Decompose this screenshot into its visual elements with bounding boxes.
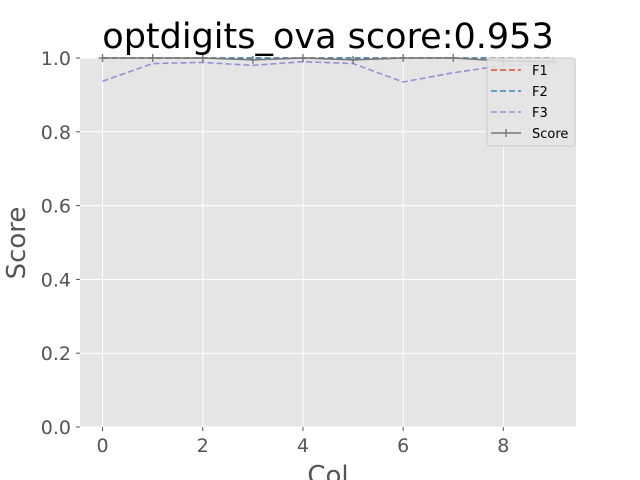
series-line-f3 bbox=[102, 60, 554, 83]
x-tick-label: 2 bbox=[197, 435, 209, 457]
y-tick-label: 0.8 bbox=[41, 122, 71, 144]
legend-box bbox=[486, 57, 576, 147]
legend-label-f3: F3 bbox=[532, 106, 548, 121]
x-tick-label: 0 bbox=[96, 435, 108, 457]
legend: F1 F2 F3 Score bbox=[486, 57, 576, 147]
ticks: 0 2 4 6 8 0.0 0.2 0.4 0.6 0.8 1.0 bbox=[41, 48, 510, 457]
x-tick-label: 8 bbox=[497, 435, 509, 457]
series-point-score bbox=[399, 54, 408, 62]
chart-title: optdigits_ova score:0.953 bbox=[102, 17, 553, 57]
series-point-score bbox=[248, 55, 257, 64]
y-tick-label: 0.2 bbox=[41, 343, 71, 365]
y-axis-label: Score bbox=[2, 207, 32, 280]
series-point-score bbox=[349, 55, 358, 64]
series-point-score bbox=[98, 54, 107, 62]
series-point-score bbox=[298, 54, 307, 62]
x-axis-label: Col bbox=[307, 461, 348, 480]
series-point-score bbox=[148, 54, 157, 62]
legend-label-f1: F1 bbox=[532, 64, 548, 79]
x-tick-label: 4 bbox=[297, 435, 309, 457]
series-point-score bbox=[198, 54, 207, 62]
y-tick-label: 0.4 bbox=[41, 269, 71, 291]
y-tick-label: 1.0 bbox=[41, 48, 71, 70]
x-tick-label: 6 bbox=[397, 435, 409, 457]
y-tick-label: 0.0 bbox=[41, 417, 71, 439]
series-point-score bbox=[449, 54, 458, 62]
series-line-score bbox=[102, 57, 554, 63]
legend-label-f2: F2 bbox=[532, 85, 548, 100]
legend-label-score: Score bbox=[532, 127, 568, 142]
series-layer bbox=[98, 54, 558, 83]
y-tick-label: 0.6 bbox=[41, 196, 71, 218]
